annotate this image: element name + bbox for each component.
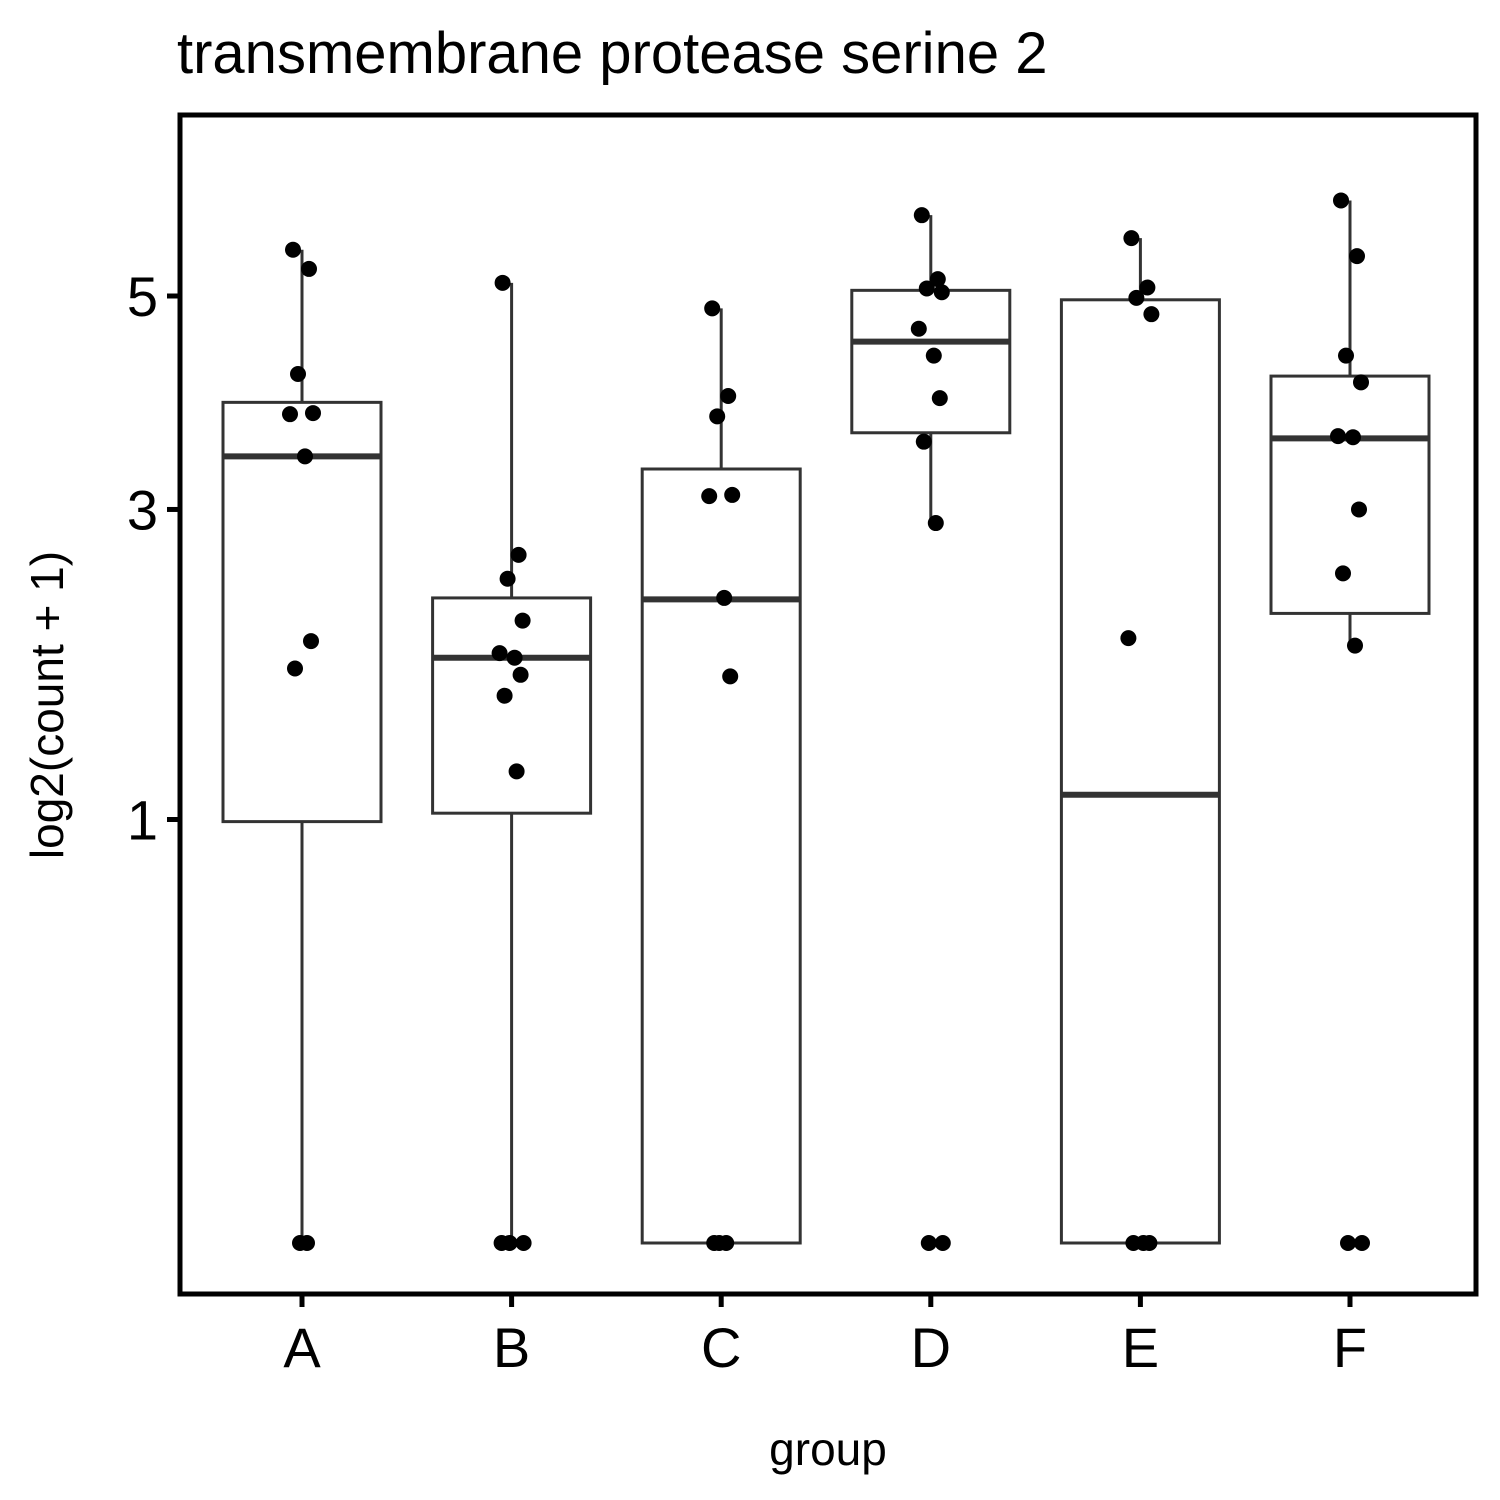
data-point [1347, 637, 1363, 654]
data-point [510, 546, 527, 563]
data-point [287, 660, 303, 677]
data-point [303, 633, 319, 650]
data-point [933, 284, 950, 301]
data-point [1349, 248, 1365, 265]
box-d [850, 215, 1012, 524]
data-point [1338, 347, 1354, 364]
data-point [716, 589, 733, 606]
x-tick-label-e: E [1122, 1316, 1159, 1379]
data-point [290, 366, 306, 383]
data-point [720, 387, 737, 404]
data-point [285, 241, 301, 258]
points-f [1330, 192, 1370, 1251]
x-axis-title: group [769, 1423, 887, 1475]
data-point [297, 448, 313, 465]
x-tick-label-c: C [701, 1316, 741, 1379]
data-point [722, 668, 739, 685]
data-point [1345, 429, 1361, 446]
data-point [494, 274, 511, 291]
data-point [305, 405, 321, 422]
data-point [1351, 501, 1367, 518]
data-point [701, 488, 718, 505]
data-point [704, 300, 721, 317]
data-point [1354, 1235, 1370, 1251]
data-point [1353, 374, 1369, 391]
box-iqr [1059, 298, 1221, 1245]
y-axis-title: log2(count + 1) [21, 551, 73, 859]
data-point [496, 687, 513, 704]
box-a [221, 249, 383, 1243]
data-point [1139, 279, 1156, 296]
data-point [1335, 565, 1351, 582]
data-point [913, 207, 930, 224]
data-point [918, 280, 935, 297]
data-point [1330, 428, 1346, 445]
data-point [515, 1235, 532, 1251]
data-point [1333, 192, 1349, 209]
data-point [301, 260, 317, 277]
data-point [1143, 306, 1160, 323]
panel-border [177, 112, 1479, 1297]
data-point [1120, 630, 1137, 647]
data-point [292, 1235, 308, 1251]
y-tick-label: 5 [127, 265, 158, 328]
data-point [929, 271, 946, 288]
points-c [701, 300, 741, 1251]
data-point [493, 1235, 510, 1251]
x-tick-label-d: D [911, 1316, 951, 1379]
data-point [491, 645, 508, 662]
data-point [282, 406, 298, 423]
box-iqr [640, 467, 802, 1245]
y-tick-label: 3 [127, 478, 158, 541]
points-e [1120, 230, 1160, 1251]
data-point [724, 486, 741, 503]
data-point [931, 390, 948, 407]
y-axis: 1 3 5 [127, 265, 180, 851]
x-axis: A B C D E F [283, 1294, 1367, 1379]
data-point [1123, 230, 1140, 247]
data-point [934, 1235, 951, 1251]
points-a [282, 241, 321, 1251]
data-point [1141, 1235, 1158, 1251]
box-c [640, 308, 802, 1245]
y-tick-label: 1 [127, 788, 158, 851]
box-iqr [221, 400, 383, 824]
data-point [506, 649, 523, 666]
points-d [910, 207, 951, 1251]
plot-marks [221, 192, 1431, 1251]
data-point [512, 666, 529, 683]
data-point [910, 320, 927, 337]
data-point [1128, 289, 1145, 306]
chart-title: transmembrane protease serine 2 [177, 21, 1047, 86]
x-tick-label-a: A [283, 1316, 321, 1379]
box-iqr [431, 596, 593, 815]
data-point [508, 763, 525, 780]
box-e [1059, 238, 1221, 1245]
data-point [499, 570, 516, 587]
data-point [925, 347, 942, 364]
data-point [709, 408, 726, 425]
data-point [1340, 1235, 1356, 1251]
box-b [431, 282, 593, 1243]
data-point [514, 612, 531, 629]
data-point [1125, 1235, 1142, 1251]
box-iqr [1269, 374, 1431, 615]
points-b [491, 274, 532, 1251]
data-point [927, 515, 944, 532]
data-point [920, 1235, 937, 1251]
x-tick-label-f: F [1333, 1316, 1367, 1379]
box-f [1269, 200, 1431, 646]
data-point [915, 433, 932, 450]
x-tick-label-b: B [493, 1316, 530, 1379]
data-point [711, 1235, 728, 1251]
